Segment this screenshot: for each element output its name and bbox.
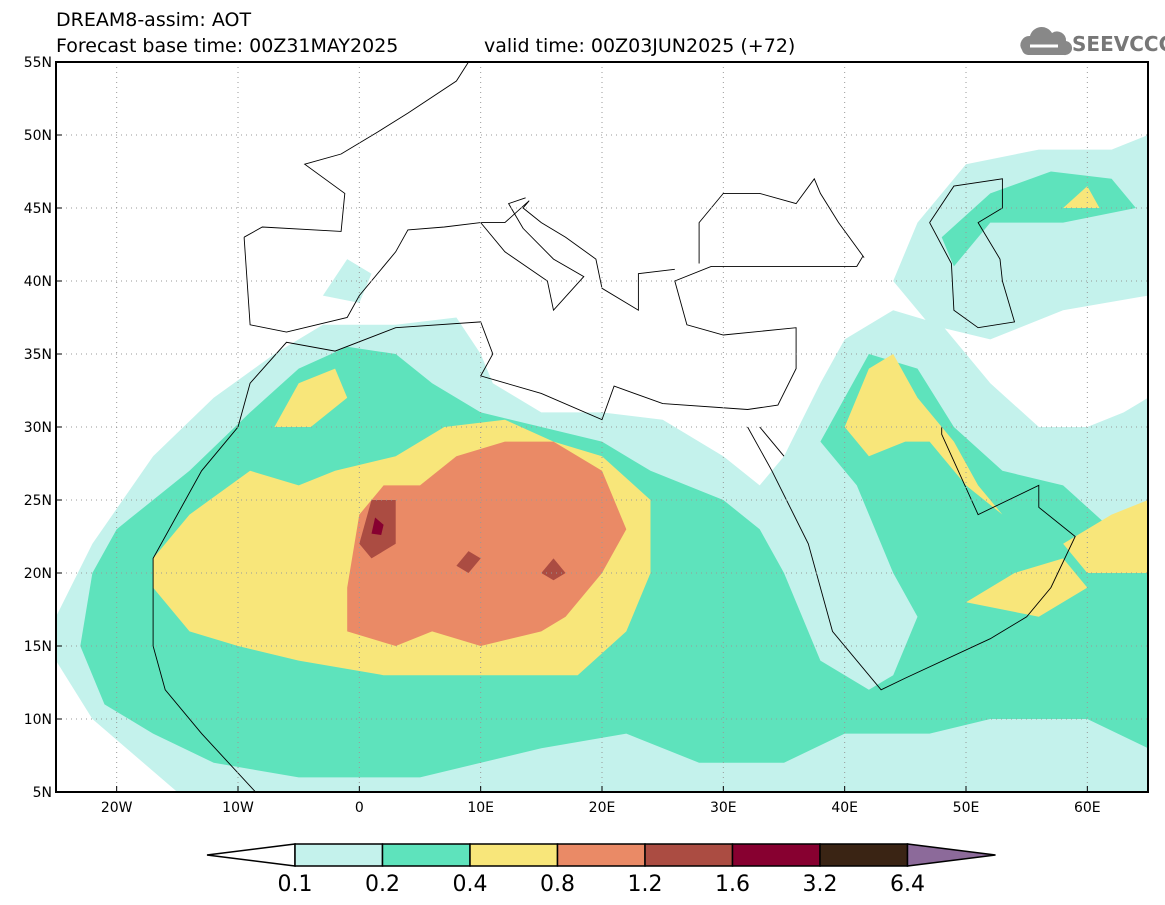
colorbar-swatch	[469, 843, 559, 867]
lon-label: 20W	[101, 800, 133, 816]
colorbar-label: 0.2	[365, 872, 400, 897]
aot-contour-level-0.4	[274, 368, 348, 427]
coastline	[480, 197, 585, 312]
seevccc-logo: SEEVCCC	[1020, 27, 1165, 56]
colorbar-label: 0.8	[540, 872, 575, 897]
colorbar-label: 1.6	[715, 872, 750, 897]
map-area	[56, 62, 1148, 792]
colorbar-swatch	[644, 843, 734, 867]
forecast-base-time: Forecast base time: 00Z31MAY2025	[56, 35, 398, 57]
lat-label: 45N	[24, 201, 52, 217]
coastline	[929, 178, 1016, 329]
colorbar-swatch	[294, 843, 384, 867]
coastline	[759, 426, 785, 457]
colorbar-lower-arrow	[206, 843, 296, 867]
coastline	[698, 177, 865, 264]
coastline	[243, 200, 675, 333]
aot-contour-level-1.2	[541, 558, 566, 581]
aot-contour-level-0.1	[322, 259, 372, 303]
lat-label: 10N	[24, 712, 52, 728]
title-line1: DREAM8-assim: AOT	[56, 9, 251, 31]
aot-contour-level-0.8	[347, 441, 627, 646]
cloud-icon	[1020, 27, 1073, 56]
colorbar-label: 1.2	[628, 872, 663, 897]
valid-time: valid time: 00Z03JUN2025 (+72)	[484, 35, 795, 57]
lat-label: 15N	[24, 639, 52, 655]
coastline	[243, 62, 469, 238]
aot-contours	[56, 62, 1148, 792]
aot-contour-level-1.2	[456, 551, 481, 573]
colorbar-label: 3.2	[803, 872, 838, 897]
lat-label: 5N	[33, 785, 52, 801]
lon-label: 30E	[710, 800, 737, 816]
lon-label: 20E	[589, 800, 616, 816]
map-axes: 20W 10W 0 10E 20E 30E 40E 50E 60E 55N 50N 45N 40N 35N…	[24, 55, 1149, 816]
lon-label: 40E	[831, 800, 858, 816]
colorbar-swatch	[556, 843, 646, 867]
coastline	[152, 255, 864, 646]
aot-contour-level-0.4	[1063, 186, 1100, 208]
map-frame	[55, 61, 1149, 793]
colorbar-label: 0.1	[278, 872, 313, 897]
aot-contour-level-0.4	[1063, 500, 1148, 573]
colorbar-swatch	[819, 843, 909, 867]
lat-label: 40N	[24, 274, 52, 290]
colorbar-label: 6.4	[890, 872, 925, 897]
aot-contour-level-0.4	[844, 354, 1003, 515]
coastline	[152, 645, 257, 792]
lat-label: 30N	[24, 420, 52, 436]
lon-label: 0	[355, 800, 364, 816]
colorbar-swatch	[381, 843, 471, 867]
lon-label: 50E	[953, 800, 980, 816]
colorbar-upper-arrow	[906, 843, 996, 867]
colorbar-label: 0.4	[453, 872, 488, 897]
lat-label: 20N	[24, 566, 52, 582]
colorbar: 0.1 0.2 0.4 0.8 1.2 1.6 3.2 6.4	[206, 843, 996, 897]
lon-label: 10E	[467, 800, 494, 816]
lat-label: 25N	[24, 493, 52, 509]
lat-label: 50N	[24, 128, 52, 144]
logo-text: SEEVCCC	[1072, 32, 1165, 56]
lat-label: 35N	[24, 347, 52, 363]
lon-label: 60E	[1074, 800, 1101, 816]
lat-label: 55N	[24, 55, 52, 71]
lon-label: 10W	[222, 800, 254, 816]
aot-contour-level-1.6	[371, 517, 384, 535]
colorbar-swatch	[731, 843, 821, 867]
